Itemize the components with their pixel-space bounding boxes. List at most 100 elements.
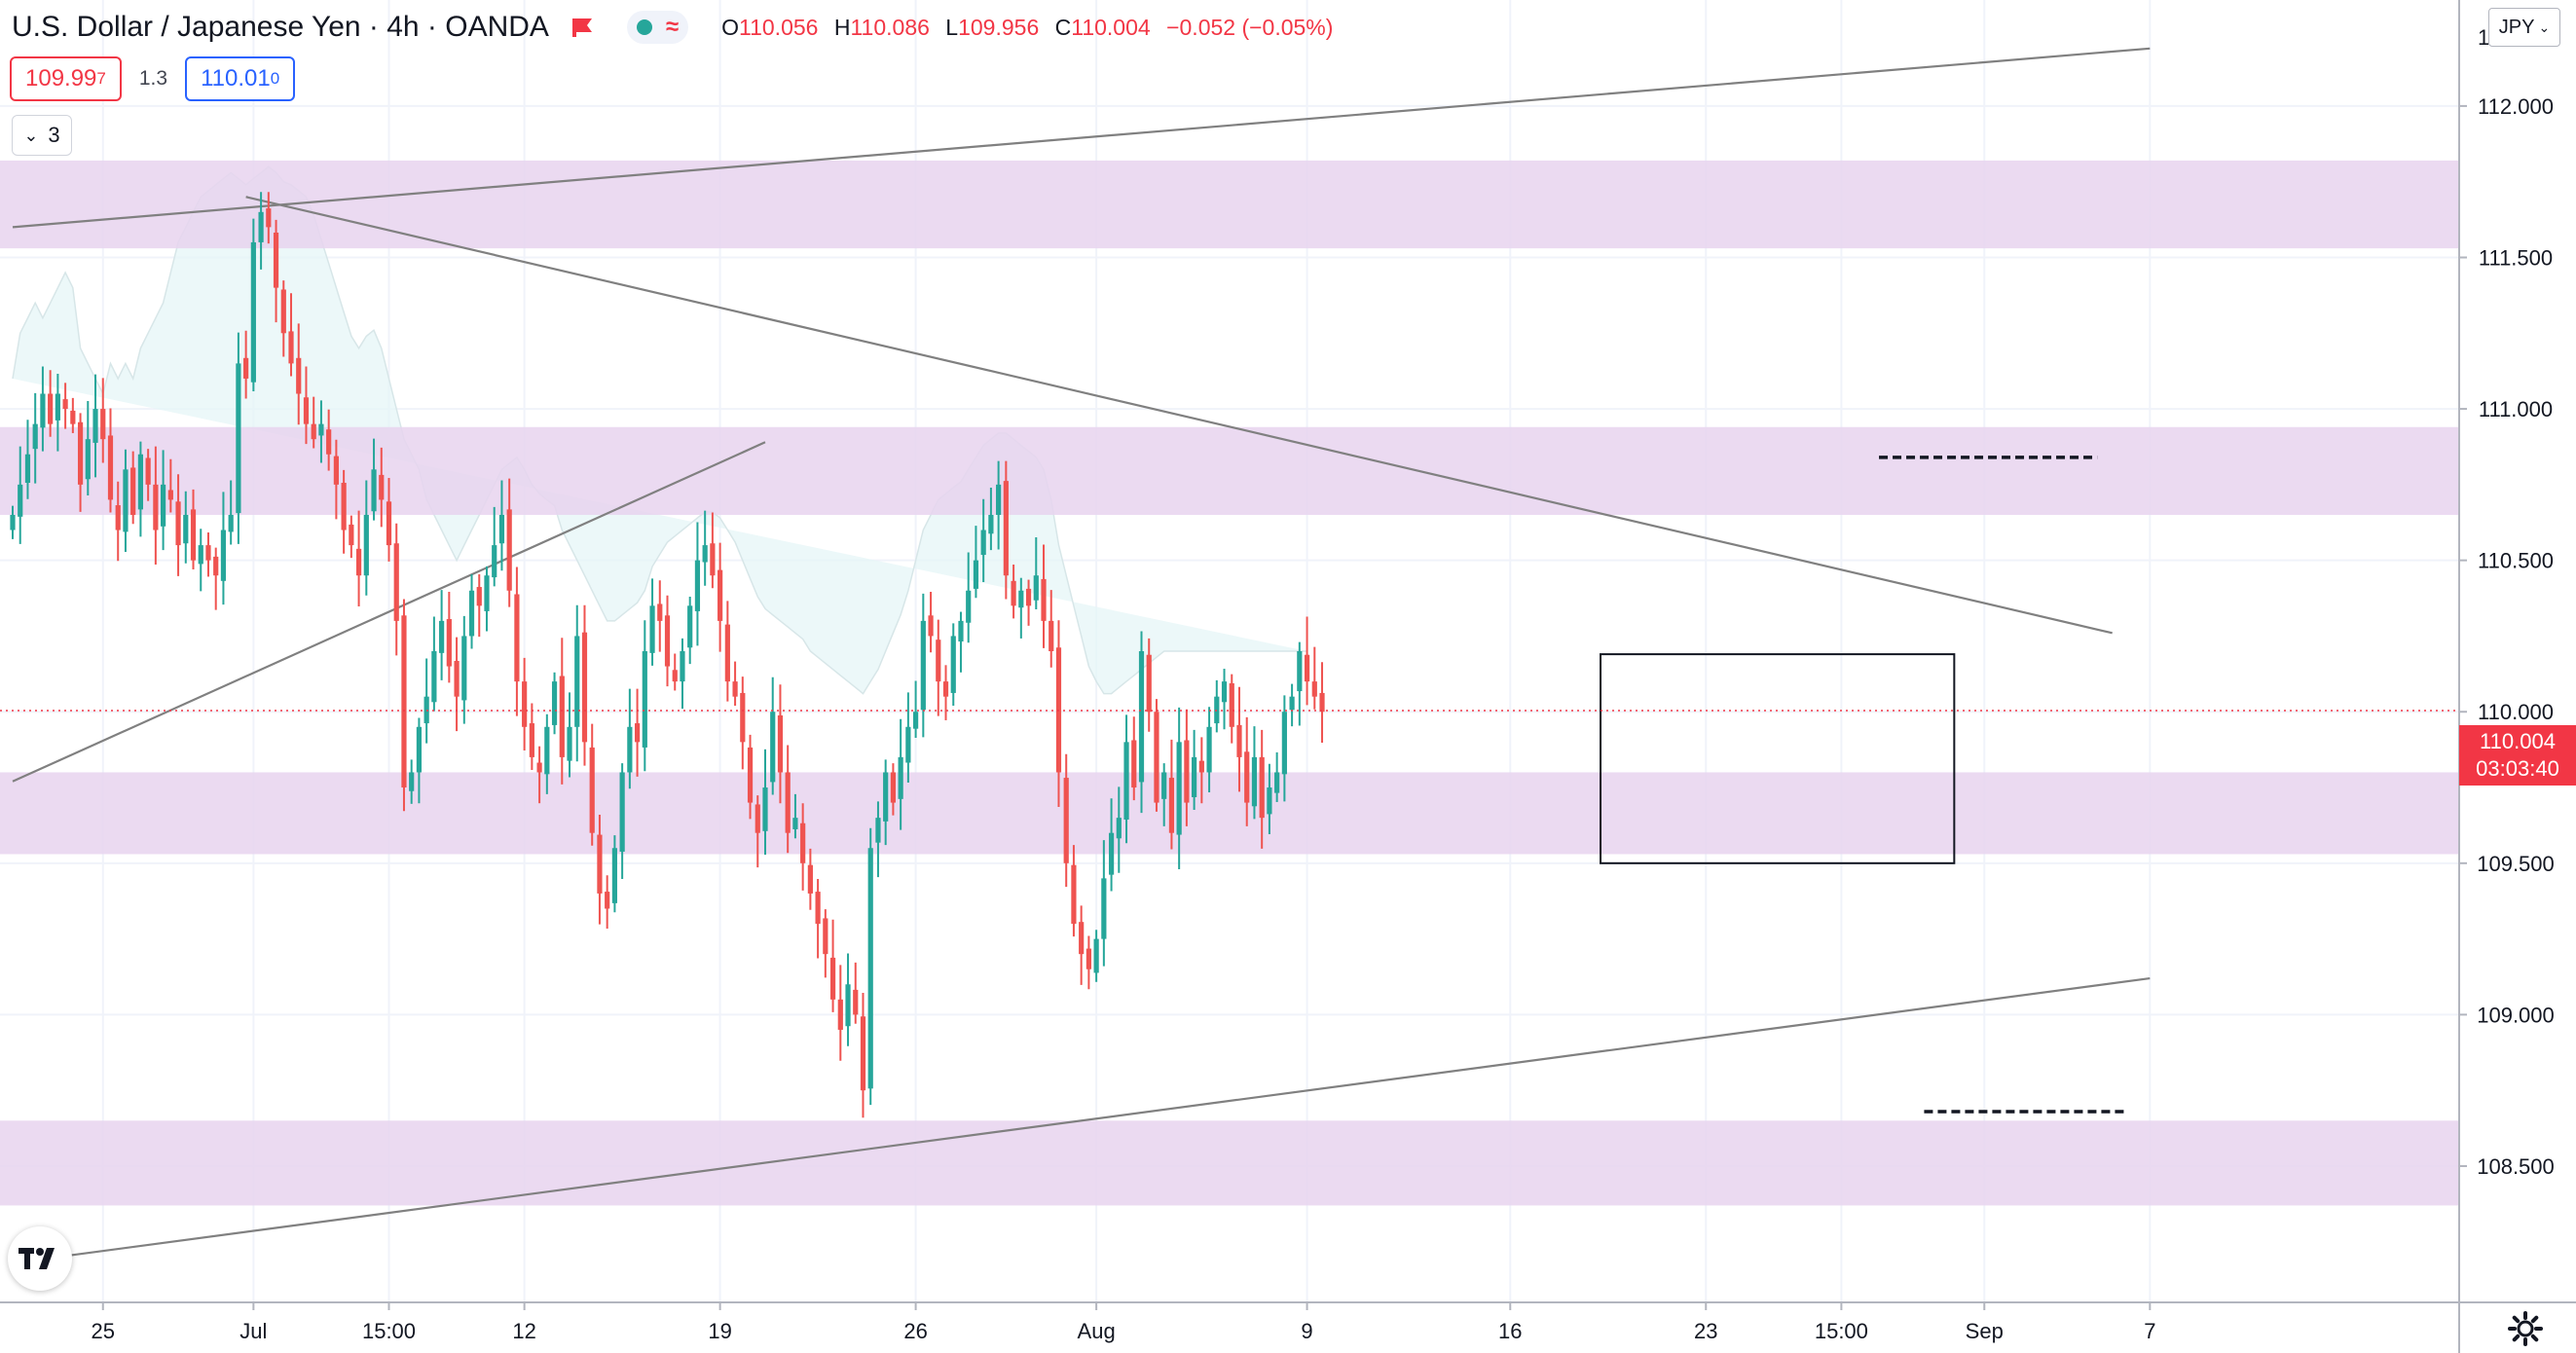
- candle-body: [1229, 682, 1234, 727]
- candle-body: [1018, 590, 1024, 608]
- candle-body: [1289, 696, 1295, 711]
- indicators-toggle-button[interactable]: ⌄ 3: [12, 115, 72, 156]
- flag-icon[interactable]: [570, 17, 594, 38]
- candle-body: [468, 590, 475, 637]
- candle-body: [55, 393, 60, 421]
- sr-zone: [0, 426, 2459, 515]
- candle-body: [303, 397, 310, 424]
- candle-body: [1041, 578, 1047, 621]
- time-tick-label: 26: [903, 1319, 927, 1343]
- candle-body: [589, 747, 595, 833]
- candle-body: [24, 454, 31, 483]
- candle-body: [611, 848, 617, 903]
- candle-body: [18, 484, 23, 517]
- sr-zone: [0, 160, 2459, 249]
- candle-body: [213, 556, 219, 576]
- ohlc-open: O110.056: [721, 14, 819, 40]
- ohlc-change: −0.052 (−0.05%): [1166, 14, 1334, 40]
- price-tick-label: 109.500: [2477, 852, 2555, 876]
- time-tick-label: Sep: [1966, 1319, 2004, 1343]
- symbol-title[interactable]: U.S. Dollar / Japanese Yen · 4h · OANDA: [12, 11, 549, 43]
- time-tick-label: 25: [92, 1319, 115, 1343]
- currency-label: JPY: [2498, 16, 2535, 38]
- candle-body: [386, 501, 392, 546]
- candle-body: [311, 423, 316, 440]
- candle-body: [92, 409, 98, 443]
- candle-body: [1011, 580, 1016, 606]
- candle-body: [280, 289, 286, 334]
- candle-body: [1161, 772, 1167, 799]
- candle-body: [130, 467, 136, 515]
- market-status-pill[interactable]: ≈: [626, 11, 689, 44]
- candle-body: [936, 640, 941, 682]
- candle-body: [431, 651, 437, 703]
- candle-body: [883, 772, 889, 822]
- candle-body: [853, 989, 859, 1015]
- candle-body: [724, 624, 730, 682]
- candle-body: [522, 681, 528, 727]
- trendlines[interactable]: [12, 47, 2151, 1259]
- price-tick-label: 110.500: [2478, 549, 2554, 573]
- time-tick-label: 15:00: [362, 1319, 416, 1343]
- candle-body: [942, 681, 949, 697]
- candle-body: [837, 999, 843, 1030]
- price-tick-label: 110.000: [2478, 700, 2554, 724]
- candle-body: [1138, 651, 1145, 783]
- ohlc-close: C110.004: [1054, 14, 1151, 40]
- candle-body: [220, 530, 227, 581]
- time-tick-label: 23: [1694, 1319, 1717, 1343]
- candle-body: [996, 484, 1002, 515]
- candle-body: [950, 636, 956, 693]
- candle-body: [800, 823, 806, 863]
- candle-body: [1267, 787, 1272, 815]
- candle-body: [1244, 751, 1250, 803]
- settings-gear-icon[interactable]: [2506, 1309, 2545, 1348]
- price-tick-label: 112.000: [2478, 94, 2554, 119]
- candle-body: [551, 681, 558, 725]
- last-price-value: 110.004: [2480, 729, 2556, 753]
- candle-body: [416, 726, 423, 773]
- candle-body: [363, 514, 369, 576]
- candle-body: [1131, 740, 1137, 788]
- trendline: [12, 47, 2151, 229]
- candle-body: [718, 569, 723, 621]
- candle-body: [619, 772, 625, 852]
- bar-countdown: 03:03:40: [2476, 756, 2559, 781]
- drawing-overlays[interactable]: [0, 456, 2459, 1114]
- candle-body: [77, 421, 84, 485]
- candle-body: [634, 723, 641, 743]
- candle-body: [1116, 818, 1122, 839]
- candle-body: [266, 208, 272, 228]
- candle-body: [1192, 756, 1197, 797]
- indicators-count: 3: [48, 123, 60, 147]
- candle-body: [1176, 742, 1182, 835]
- candle-body: [1251, 756, 1258, 807]
- candle-body: [1003, 481, 1009, 576]
- candle-body: [1079, 922, 1085, 955]
- candle-body: [1319, 692, 1325, 713]
- candle-body: [333, 456, 339, 485]
- candle-body: [1281, 712, 1287, 775]
- time-tick-label: 15:00: [1815, 1319, 1868, 1343]
- candle-body: [514, 594, 520, 682]
- candle-body: [694, 560, 701, 611]
- candle-body: [318, 423, 324, 436]
- candle-body: [62, 399, 68, 410]
- candle-body: [123, 469, 129, 532]
- candle-body: [326, 429, 332, 455]
- buy-button[interactable]: 110.01 0: [185, 56, 296, 101]
- sell-button[interactable]: 109.99 7: [10, 56, 122, 101]
- candle-body: [867, 848, 873, 1089]
- candle-body: [1221, 681, 1228, 703]
- candle-body: [85, 439, 91, 480]
- candle-body: [296, 357, 302, 394]
- candle-body: [288, 331, 294, 364]
- candle-body: [1093, 938, 1099, 973]
- candle-body: [988, 514, 994, 534]
- buy-sell-panel: 109.99 7 1.3 110.01 0: [10, 56, 296, 101]
- currency-select[interactable]: JPY ⌄: [2488, 8, 2560, 47]
- price-tick-label: 111.000: [2479, 397, 2553, 421]
- tradingview-logo-icon[interactable]: [8, 1226, 72, 1291]
